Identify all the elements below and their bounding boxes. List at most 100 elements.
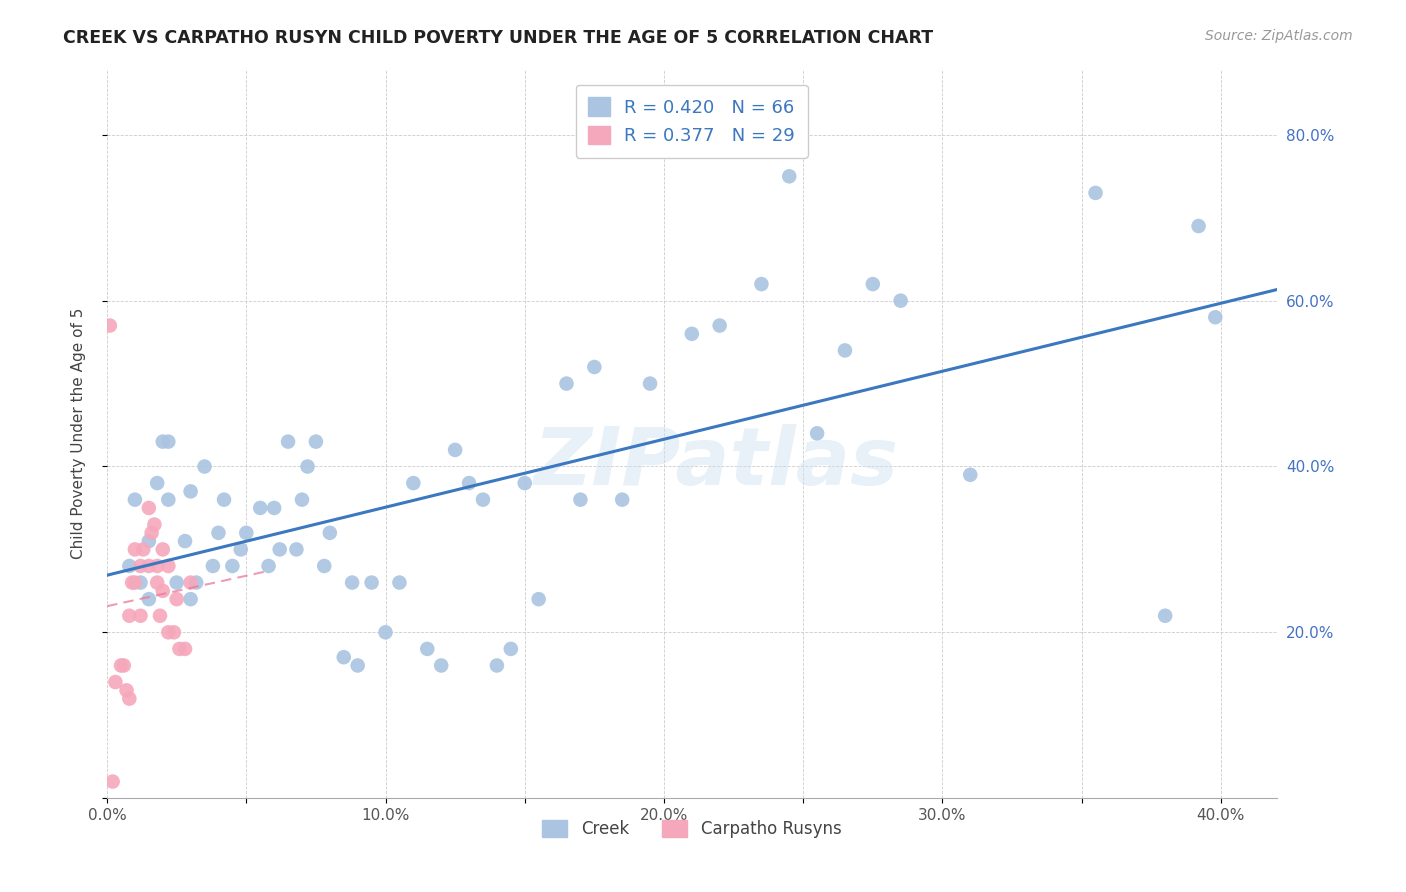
Point	[138, 592, 160, 607]
Point	[138, 534, 160, 549]
Point	[229, 542, 252, 557]
Text: ZIPatlas: ZIPatlas	[533, 424, 897, 501]
Point	[118, 559, 141, 574]
Point	[1084, 186, 1107, 200]
Point	[834, 343, 856, 358]
Point	[129, 608, 152, 623]
Text: CREEK VS CARPATHO RUSYN CHILD POVERTY UNDER THE AGE OF 5 CORRELATION CHART: CREEK VS CARPATHO RUSYN CHILD POVERTY UN…	[63, 29, 934, 47]
Point	[146, 476, 169, 491]
Point	[499, 641, 522, 656]
Point	[263, 500, 285, 515]
Point	[291, 492, 314, 507]
Point	[583, 359, 606, 374]
Point	[314, 559, 336, 574]
Point	[152, 434, 174, 449]
Point	[430, 658, 453, 673]
Point	[169, 641, 191, 656]
Point	[305, 434, 328, 449]
Point	[132, 542, 155, 557]
Point	[163, 625, 186, 640]
Point	[269, 542, 291, 557]
Point	[1154, 608, 1177, 623]
Point	[319, 525, 342, 540]
Point	[193, 459, 215, 474]
Point	[277, 434, 299, 449]
Point	[129, 575, 152, 590]
Point	[166, 575, 188, 590]
Point	[138, 559, 160, 574]
Point	[297, 459, 319, 474]
Point	[862, 277, 884, 291]
Point	[98, 318, 121, 333]
Point	[221, 559, 243, 574]
Point	[249, 500, 271, 515]
Point	[555, 376, 578, 391]
Point	[157, 434, 180, 449]
Point	[485, 658, 508, 673]
Point	[180, 484, 202, 499]
Point	[124, 575, 146, 590]
Point	[709, 318, 731, 333]
Point	[201, 559, 224, 574]
Point	[212, 492, 235, 507]
Point	[121, 575, 143, 590]
Point	[257, 559, 280, 574]
Point	[157, 559, 180, 574]
Point	[180, 592, 202, 607]
Point	[778, 169, 800, 184]
Point	[235, 525, 257, 540]
Point	[174, 534, 197, 549]
Point	[118, 691, 141, 706]
Point	[612, 492, 634, 507]
Point	[472, 492, 495, 507]
Point	[146, 575, 169, 590]
Point	[180, 575, 202, 590]
Point	[346, 658, 368, 673]
Point	[149, 608, 172, 623]
Point	[101, 774, 124, 789]
Point	[157, 625, 180, 640]
Point	[141, 525, 163, 540]
Point	[129, 559, 152, 574]
Point	[207, 525, 229, 540]
Point	[388, 575, 411, 590]
Point	[118, 608, 141, 623]
Point	[374, 625, 396, 640]
Point	[1204, 310, 1226, 325]
Point	[143, 517, 166, 532]
Point	[124, 542, 146, 557]
Point	[360, 575, 382, 590]
Point	[806, 426, 828, 441]
Point	[527, 592, 550, 607]
Point	[444, 442, 467, 457]
Point	[890, 293, 912, 308]
Point	[186, 575, 208, 590]
Point	[638, 376, 661, 391]
Point	[152, 583, 174, 598]
Point	[513, 476, 536, 491]
Point	[115, 683, 138, 698]
Point	[751, 277, 773, 291]
Point	[959, 467, 981, 482]
Point	[112, 658, 135, 673]
Point	[146, 559, 169, 574]
Point	[458, 476, 481, 491]
Point	[104, 675, 127, 690]
Point	[174, 641, 197, 656]
Legend: Creek, Carpatho Rusyns: Creek, Carpatho Rusyns	[536, 813, 848, 845]
Point	[152, 542, 174, 557]
Text: Source: ZipAtlas.com: Source: ZipAtlas.com	[1205, 29, 1353, 44]
Point	[332, 650, 354, 665]
Point	[340, 575, 363, 590]
Point	[402, 476, 425, 491]
Point	[110, 658, 132, 673]
Point	[285, 542, 308, 557]
Point	[569, 492, 592, 507]
Point	[166, 592, 188, 607]
Point	[157, 492, 180, 507]
Point	[138, 500, 160, 515]
Point	[416, 641, 439, 656]
Point	[681, 326, 703, 341]
Point	[1187, 219, 1209, 233]
Y-axis label: Child Poverty Under the Age of 5: Child Poverty Under the Age of 5	[72, 308, 86, 559]
